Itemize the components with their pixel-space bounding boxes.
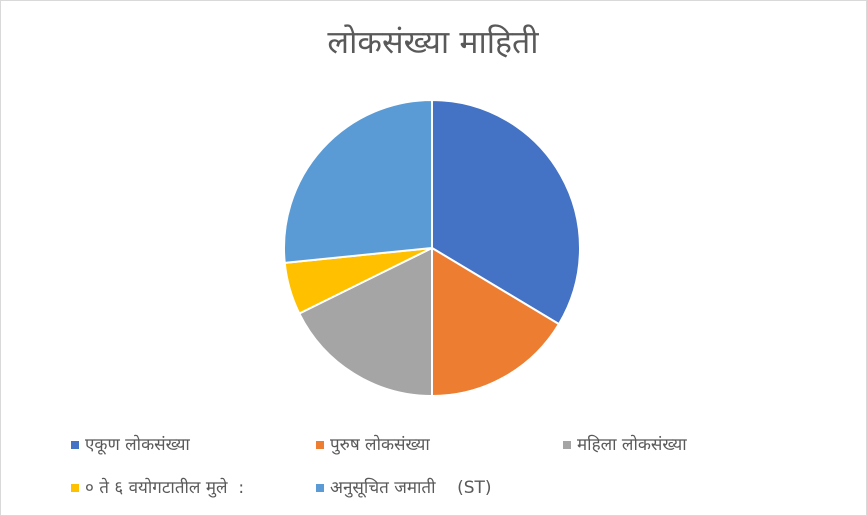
- pie-slice: [431, 246, 561, 398]
- legend-marker: [71, 484, 79, 492]
- legend-label: महिला लोकसंख्या: [577, 434, 687, 455]
- legend-label: ० ते ६ वयोगटातील मुले :: [85, 477, 244, 498]
- legend-label: एकूण लोकसंख्या: [85, 434, 190, 455]
- legend-marker: [71, 441, 79, 449]
- legend-marker: [316, 484, 324, 492]
- chart-title: लोकसंख्या माहिती: [327, 23, 539, 61]
- legend-marker: [316, 441, 324, 449]
- pie-slice: [297, 246, 433, 398]
- legend-label: पुरुष लोकसंख्या: [330, 434, 430, 455]
- pie-slice: [283, 98, 433, 264]
- legend-marker: [563, 441, 571, 449]
- legend-label: अनुसूचित जमाती (ST): [330, 477, 492, 498]
- pie-slice: [431, 98, 581, 326]
